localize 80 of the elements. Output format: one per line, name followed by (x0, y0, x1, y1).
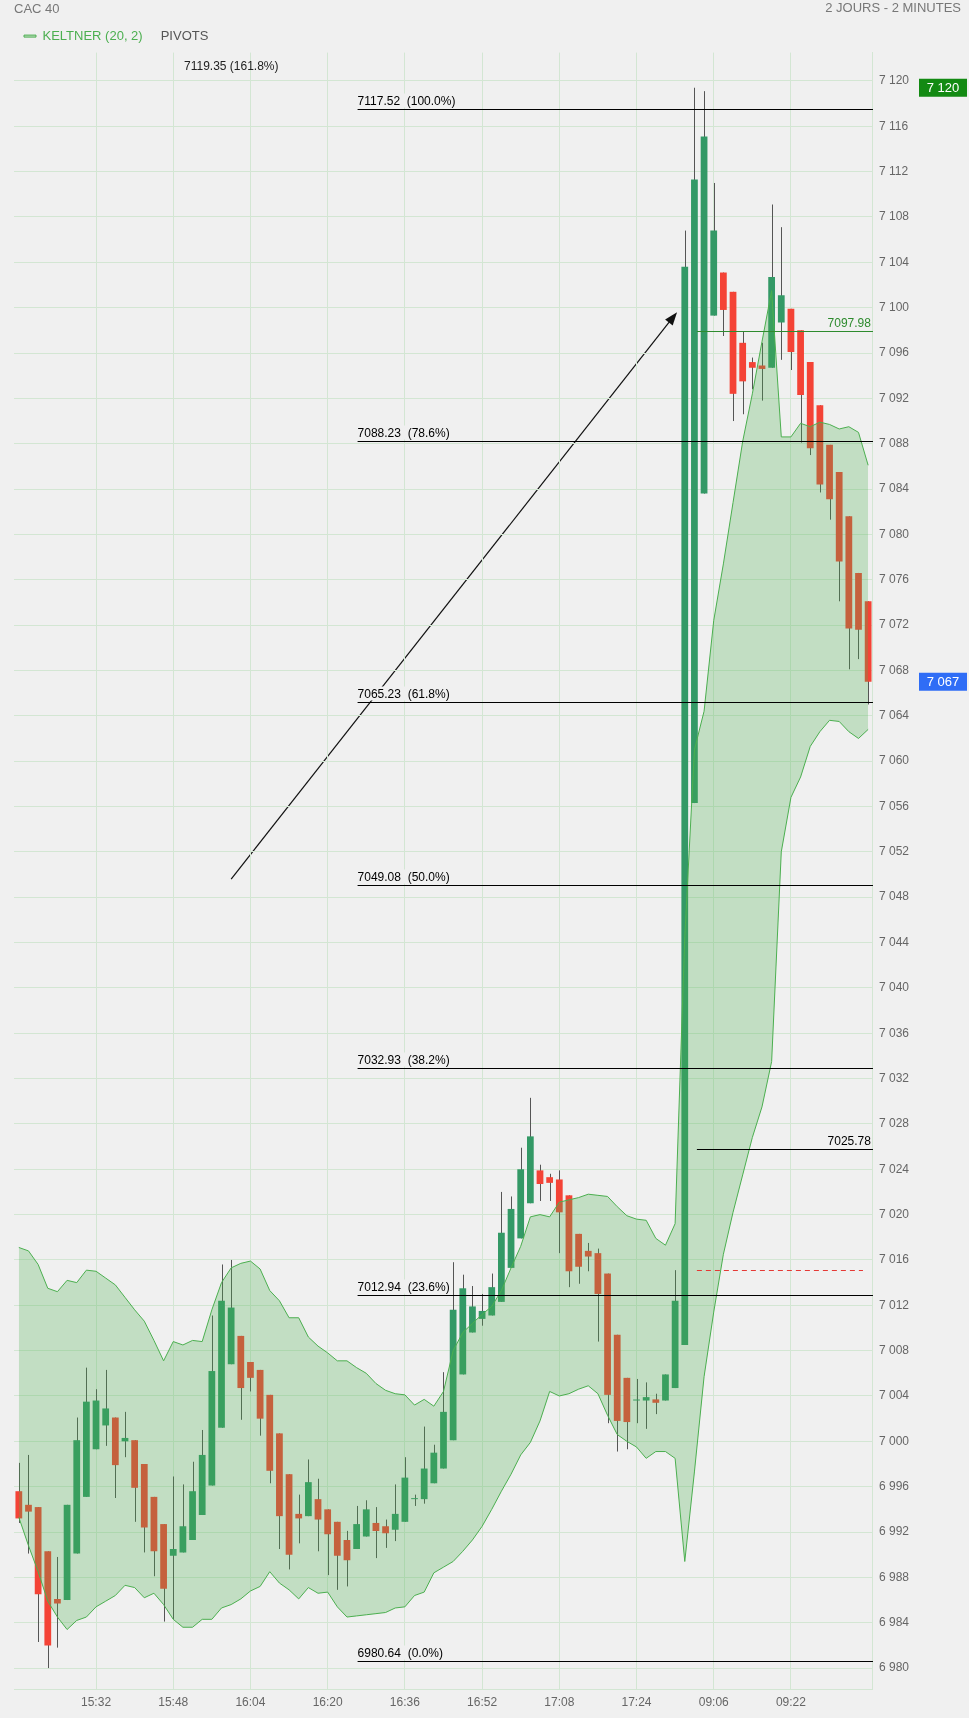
y-tick-label: 6 988 (878, 1569, 910, 1584)
y-tick-label: 7 064 (878, 708, 910, 723)
x-tick-label: 17:24 (621, 1695, 652, 1710)
y-tick-label: 7 112 (878, 163, 909, 178)
x-tick-label: 17:08 (544, 1695, 575, 1710)
y-tick-label: 7 088 (878, 436, 910, 451)
y-tick-label: 7 100 (878, 299, 910, 314)
candlestick (382, 1519, 389, 1549)
y-tick-label: 7 024 (878, 1161, 910, 1176)
y-tick-label: 7 012 (878, 1297, 910, 1312)
ref-line-label: 7012.94 (23.6%) (357, 1279, 450, 1294)
y-tick-label: 7 008 (878, 1342, 910, 1357)
candlestick (295, 1494, 303, 1544)
x-tick-label: 15:48 (158, 1695, 189, 1710)
ref-line-label: 7117.52 (100.0%) (357, 93, 456, 108)
y-tick-label: 7 072 (878, 617, 910, 632)
y-tick-label: 7 116 (878, 118, 909, 133)
x-tick-label: 16:36 (389, 1695, 421, 1710)
candlestick (642, 1381, 650, 1430)
chart-subtitle: 2 JOURS - 2 MINUTES (825, 0, 961, 15)
y-tick-label: 7 044 (878, 934, 910, 949)
y-tick-label: 6 996 (878, 1478, 910, 1493)
ref-line-label: 7088.23 (78.6%) (357, 425, 450, 440)
candlestick (758, 342, 766, 402)
y-tick-label: 7 036 (878, 1025, 910, 1040)
candlestick (102, 1369, 110, 1447)
y-tick-label: 7 108 (878, 209, 910, 224)
candlestick (247, 1361, 254, 1392)
x-tick-label: 16:52 (467, 1695, 498, 1710)
y-tick-label: 7 040 (878, 980, 910, 995)
y-tick-label: 7 084 (878, 481, 910, 496)
y-tick-label: 7 004 (878, 1388, 910, 1403)
y-tick-label: 7 028 (878, 1116, 910, 1131)
candlestick (314, 1478, 322, 1552)
y-tick-label: 7 048 (878, 889, 910, 904)
y-tick-label: 7 032 (878, 1070, 910, 1085)
candlestick (25, 1454, 32, 1555)
x-tick-label: 16:04 (235, 1695, 266, 1710)
y-tick-label: 7 000 (878, 1433, 910, 1448)
candlestick (748, 357, 756, 390)
y-tick-label: 7 016 (878, 1252, 910, 1267)
x-tick-label: 09:06 (698, 1695, 730, 1710)
y-tick-label: 7 068 (878, 662, 910, 677)
y-tick-label: 7 020 (878, 1206, 910, 1221)
candlestick (536, 1164, 544, 1202)
y-tick-label: 7 096 (878, 345, 910, 360)
y-tick-label: 7 104 (878, 254, 910, 269)
legend-label: KELTNER (20, 2) (42, 27, 143, 43)
candlestick (54, 1556, 61, 1649)
ref-line-label: 7065.23 (61.8%) (357, 686, 450, 701)
candlestick (411, 1494, 418, 1507)
y-tick-label: 7 060 (878, 753, 910, 768)
y-tick-label: 6 980 (878, 1660, 910, 1675)
candlestick (652, 1393, 660, 1415)
x-tick-label: 09:22 (775, 1695, 807, 1710)
y-tick-label: 7 056 (878, 798, 910, 813)
ref-line-label: 7049.08 (50.0%) (357, 869, 450, 884)
chart-title: CAC 40 (14, 1, 60, 17)
y-tick-label: 7 080 (878, 526, 910, 541)
text: 7 120 (926, 80, 960, 96)
ref-line-label: 6980.64 (0.0%) (357, 1645, 443, 1660)
y-tick-label: 7 092 (878, 390, 910, 405)
y-tick-label: 7 052 (878, 844, 910, 859)
x-tick-label: 15:32 (81, 1695, 112, 1710)
y-tick-label: 6 992 (878, 1524, 910, 1539)
y-tick-label: 7 076 (878, 572, 910, 587)
ref-line-label: 7025.78 (827, 1133, 872, 1148)
candlestick (546, 1173, 554, 1202)
candlestick (169, 1475, 177, 1620)
text: 7 067 (926, 674, 960, 690)
ref-line-label: 7097.98 (827, 315, 872, 330)
candlestick (584, 1242, 592, 1272)
y-tick-label: 7 120 (878, 73, 910, 88)
x-tick-label: 16:20 (312, 1695, 344, 1710)
candlestick (633, 1378, 640, 1424)
y-tick-label: 6 984 (878, 1615, 910, 1630)
candlestick (391, 1483, 399, 1542)
ref-line-label: 7032.93 (38.2%) (357, 1052, 450, 1067)
annotation: 7119.35 (161.8%) (184, 58, 279, 73)
text: PIVOTS (160, 27, 209, 43)
